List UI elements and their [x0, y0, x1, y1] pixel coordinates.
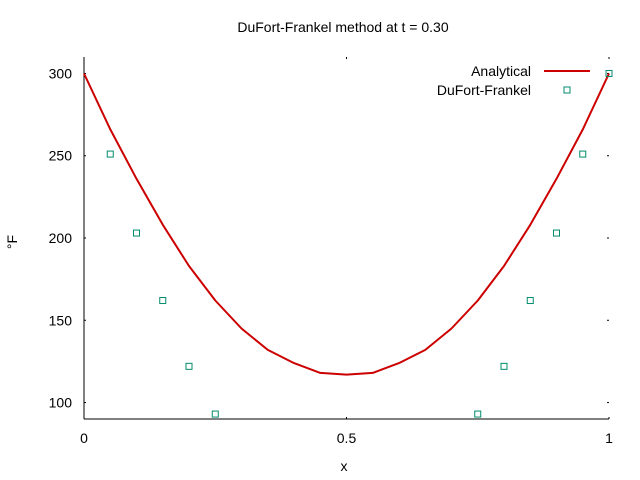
plot-area	[83, 69, 613, 418]
data-point-dufort-frankel	[106, 150, 114, 158]
y-tick-label: 100	[49, 395, 73, 411]
x-tick-label: 0	[80, 430, 88, 446]
y-axis-ticks: 100 150 200 250 300	[49, 65, 609, 411]
x-tick-label: 1	[605, 430, 613, 446]
legend: Analytical DuFort-Frankel	[437, 63, 590, 98]
y-tick-label: 150	[49, 312, 73, 328]
y-tick-label: 200	[49, 230, 73, 246]
legend-label-dufort-frankel: DuFort-Frankel	[437, 82, 531, 98]
data-point-dufort-frankel	[579, 150, 587, 158]
data-point-dufort-frankel	[185, 362, 193, 370]
data-point-dufort-frankel	[553, 229, 560, 237]
data-point-dufort-frankel	[526, 297, 534, 305]
data-point-dufort-frankel	[474, 410, 482, 418]
axes	[83, 57, 609, 420]
x-tick-label: 0.5	[337, 430, 357, 446]
chart-title: DuFort-Frankel method at t = 0.30	[237, 19, 448, 35]
x-axis-label: x	[341, 458, 348, 474]
y-tick-label: 250	[49, 148, 73, 164]
legend-label-analytical: Analytical	[471, 63, 531, 79]
data-point-dufort-frankel	[605, 69, 613, 77]
y-axis-label: °F	[4, 235, 20, 249]
data-point-dufort-frankel	[159, 297, 167, 305]
data-point-dufort-frankel	[500, 362, 508, 370]
y-tick-label: 300	[49, 65, 73, 81]
series-line-analytical	[83, 73, 610, 376]
x-axis-ticks: 0 0.5 1	[80, 57, 613, 446]
legend-swatch-dufort-frankel	[563, 86, 571, 94]
data-point-dufort-frankel	[133, 229, 140, 237]
data-point-dufort-frankel	[211, 410, 219, 418]
